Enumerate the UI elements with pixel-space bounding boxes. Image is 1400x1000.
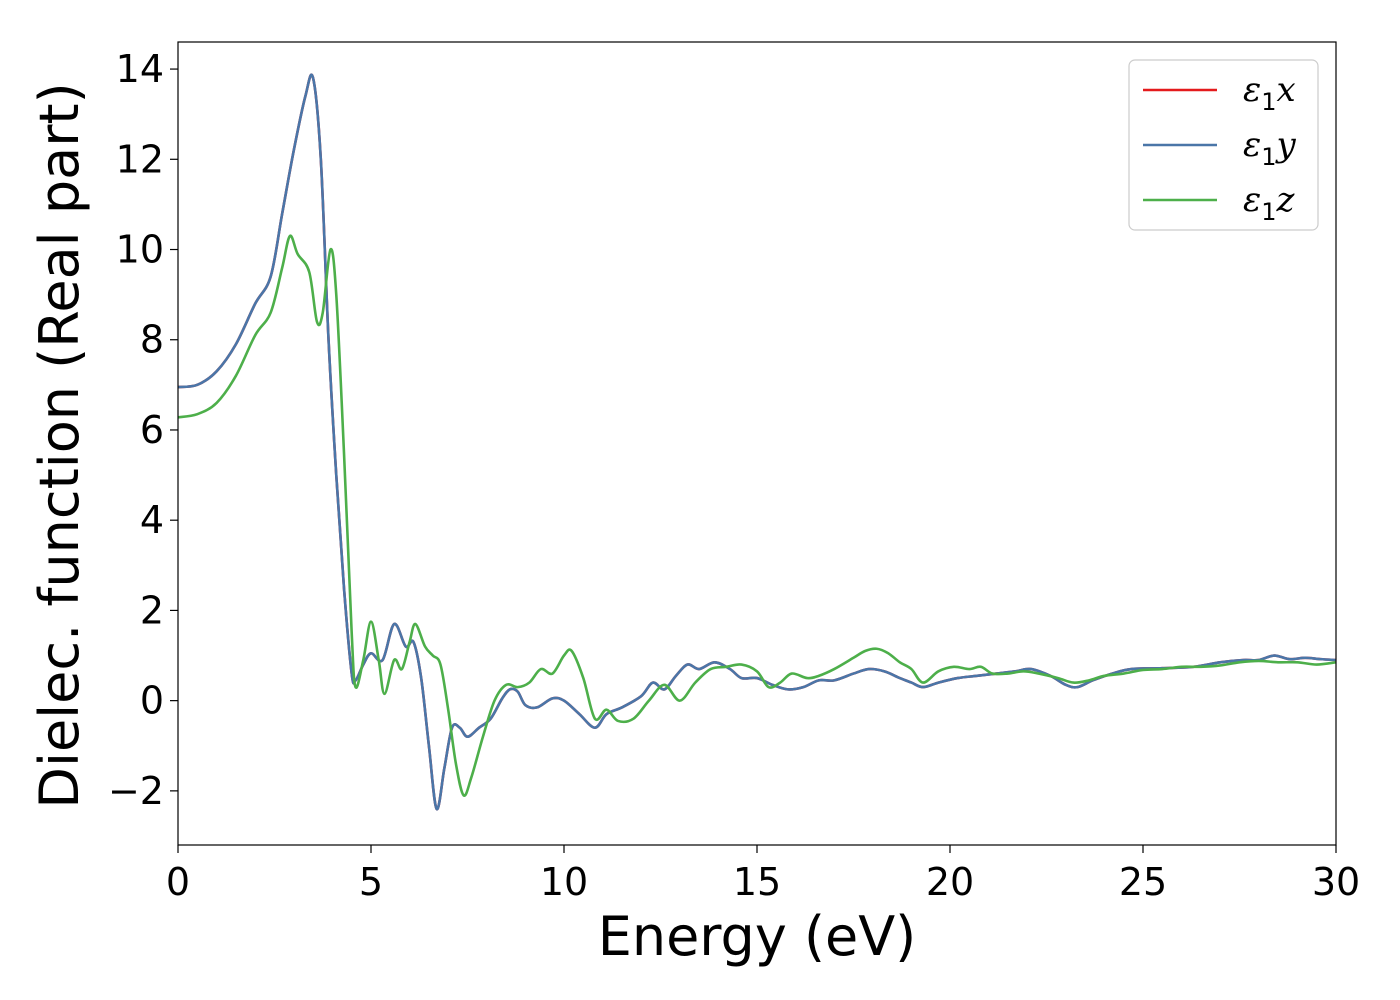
legend-box [1128, 59, 1319, 231]
y-tick-label: 10 [116, 228, 164, 272]
x-tick-label: 20 [926, 860, 974, 904]
x-axis-label: Energy (eV) [598, 905, 917, 968]
x-tick-label: 5 [359, 860, 383, 904]
y-tick-label: 14 [116, 47, 164, 91]
y-tick-label: 0 [140, 679, 164, 723]
y-tick-label: 12 [116, 137, 164, 181]
y-tick-label: 6 [140, 408, 164, 452]
x-tick-label: 0 [166, 860, 190, 904]
legend-subscript: 1 [1261, 88, 1276, 116]
y-tick-label: 8 [140, 318, 164, 362]
x-tick-label: 25 [1119, 860, 1167, 904]
legend-label-y: ε1y [1243, 125, 1297, 171]
legend-label-z: ε1z [1243, 180, 1296, 226]
legend-axis: z [1276, 180, 1296, 220]
x-tick-label: 10 [540, 860, 588, 904]
x-tick-label: 30 [1312, 860, 1360, 904]
y-axis-ticks: −2 0 2 4 6 8 10 12 14 [108, 47, 178, 813]
series-line-y [178, 73, 1336, 811]
plot-lines [178, 73, 1336, 811]
legend-symbol: ε [1243, 70, 1261, 110]
y-tick-label: 2 [140, 588, 164, 632]
x-tick-label: 15 [733, 860, 781, 904]
legend-symbol: ε [1243, 180, 1261, 220]
legend-symbol: ε [1243, 125, 1261, 165]
legend-subscript: 1 [1261, 143, 1276, 171]
legend-subscript: 1 [1261, 198, 1276, 226]
y-axis-label: Dielec. function (Real part) [28, 82, 91, 808]
legend-axis: x [1277, 70, 1296, 110]
series-line-z [178, 234, 1336, 797]
y-tick-label: 4 [140, 498, 164, 542]
legend-label-x: ε1x [1243, 70, 1296, 116]
x-axis-ticks: 0 5 10 15 20 25 30 [166, 845, 1360, 904]
y-tick-label: −2 [108, 769, 164, 813]
legend-axis: y [1275, 125, 1297, 165]
